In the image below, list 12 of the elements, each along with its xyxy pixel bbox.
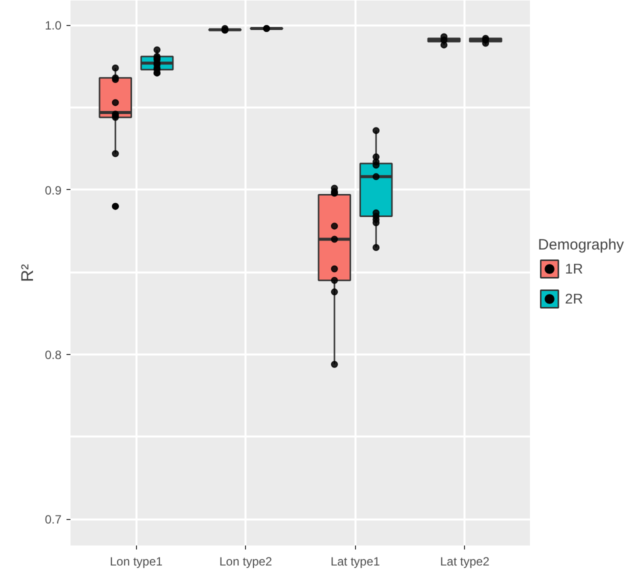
- y-axis-title: R²: [18, 264, 37, 282]
- legend-label: 2R: [565, 290, 584, 306]
- y-tick-label: 0.9: [44, 183, 62, 198]
- x-tick-label: Lon type1: [110, 554, 163, 568]
- y-tick-label: 1.0: [44, 18, 62, 33]
- legend-label: 1R: [565, 260, 584, 276]
- x-tick-label: Lat type1: [330, 554, 380, 568]
- y-tick-label: 0.8: [44, 348, 62, 362]
- y-tick-label: 0.7: [44, 512, 62, 527]
- x-tick-label: Lat type2: [440, 554, 490, 568]
- x-tick-label: Lon type2: [219, 554, 272, 568]
- legend-title: Demography: [538, 236, 624, 253]
